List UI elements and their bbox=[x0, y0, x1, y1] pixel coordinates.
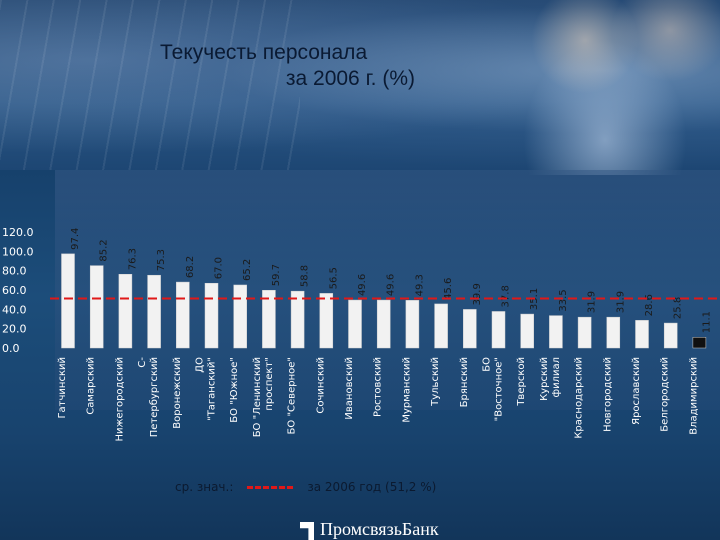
category-label: БО "Северное" bbox=[287, 357, 298, 434]
category-label: Тверской bbox=[516, 357, 527, 407]
category-label: ДО bbox=[195, 357, 206, 373]
value-label: 58.8 bbox=[300, 265, 311, 287]
category-label: Новгородский bbox=[602, 357, 613, 432]
value-label: 49.6 bbox=[357, 274, 368, 296]
bar bbox=[89, 265, 104, 349]
value-label: 75.3 bbox=[156, 249, 167, 271]
category-label: Краснодарский bbox=[574, 357, 585, 439]
category-label: Брянский bbox=[459, 357, 470, 407]
bars-group bbox=[61, 253, 707, 349]
y-tick-label: 60.0 bbox=[2, 284, 27, 297]
bar bbox=[405, 300, 420, 349]
y-tick-label: 100.0 bbox=[2, 245, 34, 258]
chart-panel bbox=[55, 170, 720, 410]
bar bbox=[204, 282, 219, 349]
y-tick-label: 120.0 bbox=[2, 226, 34, 239]
category-label: БО "Южное" bbox=[229, 357, 240, 423]
bar bbox=[147, 274, 161, 349]
category-label: Мурманский bbox=[401, 357, 412, 423]
legend-label: ср. знач.: bbox=[175, 480, 234, 494]
people-photo bbox=[505, 0, 720, 175]
bar bbox=[376, 299, 391, 349]
y-tick-label: 20.0 bbox=[2, 323, 27, 336]
value-label: 25.8 bbox=[673, 297, 684, 319]
category-label: Сочинский bbox=[315, 357, 326, 414]
category-label: Курский bbox=[539, 357, 550, 401]
chart-legend: ср. знач.: за 2006 год (51,2 %) bbox=[175, 479, 436, 495]
category-label: "Восточное" bbox=[494, 357, 505, 421]
category-label: Воронежский bbox=[172, 357, 183, 429]
category-label: Владимирский bbox=[688, 357, 699, 435]
category-label: БО bbox=[482, 357, 493, 372]
y-tick-label: 40.0 bbox=[2, 303, 27, 316]
bar bbox=[520, 313, 534, 349]
value-label: 68.2 bbox=[185, 256, 196, 278]
bar bbox=[692, 337, 707, 349]
bar bbox=[577, 316, 592, 349]
value-labels-group: 97.4 85.2 76.3 75.3 68.2 67.0 65.2 59.7 58.8 56.5… bbox=[70, 228, 712, 334]
bank-logo: ПромсвязьБанк bbox=[300, 514, 439, 540]
bank-logo-text: ПромсвязьБанк bbox=[320, 519, 439, 539]
bar bbox=[262, 290, 276, 349]
bar bbox=[491, 311, 506, 349]
category-label: БО "Ленинский bbox=[252, 357, 263, 437]
y-tick-label: 0.0 bbox=[2, 342, 20, 355]
slide-title-line-2: за 2006 г. (%) bbox=[285, 67, 415, 90]
value-label: 67.0 bbox=[214, 257, 225, 279]
legend-series-label: за 2006 год (51,2 %) bbox=[307, 480, 437, 494]
value-label: 49.6 bbox=[386, 274, 397, 296]
bar bbox=[463, 309, 477, 349]
value-label: 59.7 bbox=[271, 264, 282, 286]
category-label: Ивановский bbox=[344, 357, 355, 420]
bank-logo-icon bbox=[300, 522, 314, 540]
value-label: 45.6 bbox=[443, 278, 454, 300]
bar bbox=[176, 281, 190, 349]
slide-title-line-1: Текучесть персонала bbox=[160, 41, 368, 64]
category-label: Самарский bbox=[86, 357, 97, 415]
value-label: 65.2 bbox=[242, 259, 253, 281]
bar bbox=[635, 320, 649, 349]
value-label: 37.8 bbox=[501, 285, 512, 307]
category-label: С- bbox=[137, 357, 148, 368]
building-background-graphic bbox=[0, 0, 300, 170]
category-label: проспект" bbox=[264, 357, 275, 411]
slide-title: Текучесть персонала за 2006 г. (%) bbox=[160, 40, 415, 92]
value-label: 33.5 bbox=[558, 289, 569, 311]
value-label: 85.2 bbox=[99, 239, 110, 261]
bar bbox=[434, 303, 448, 349]
category-label: Ростовский bbox=[373, 357, 384, 417]
value-label: 76.3 bbox=[127, 248, 138, 270]
category-label: Петербургский bbox=[149, 357, 160, 437]
bar bbox=[319, 293, 334, 349]
category-label: Нижегородский bbox=[114, 357, 125, 441]
bar bbox=[290, 290, 305, 349]
bar bbox=[663, 322, 678, 349]
category-label: филиал bbox=[551, 357, 562, 397]
category-label: "Таганский" bbox=[207, 357, 218, 421]
bar bbox=[118, 273, 133, 349]
bar bbox=[606, 316, 621, 349]
bar bbox=[549, 315, 563, 349]
bar bbox=[348, 299, 362, 349]
value-label: 31.9 bbox=[615, 291, 626, 313]
bar bbox=[233, 284, 247, 349]
category-labels-group: Гатчинский Самарский Нижегородский С- Петерб… bbox=[57, 357, 699, 442]
value-label: 97.4 bbox=[70, 228, 81, 250]
category-label: Тульский bbox=[430, 357, 441, 407]
value-label: 39.9 bbox=[472, 283, 483, 305]
value-label: 11.1 bbox=[701, 311, 712, 333]
category-label: Ярославский bbox=[631, 357, 642, 425]
y-axis: 120.0 100.0 80.0 60.0 40.0 20.0 0.0 bbox=[2, 226, 34, 355]
value-label: 28.6 bbox=[644, 294, 655, 316]
legend-average-swatch bbox=[247, 485, 294, 489]
bar bbox=[61, 253, 75, 349]
value-label: 56.5 bbox=[328, 267, 339, 289]
category-label: Белгородский bbox=[660, 357, 671, 432]
category-label: Гатчинский bbox=[57, 357, 68, 419]
value-label: 31.9 bbox=[587, 291, 598, 313]
y-tick-label: 80.0 bbox=[2, 265, 27, 278]
value-label: 49.3 bbox=[414, 274, 425, 296]
